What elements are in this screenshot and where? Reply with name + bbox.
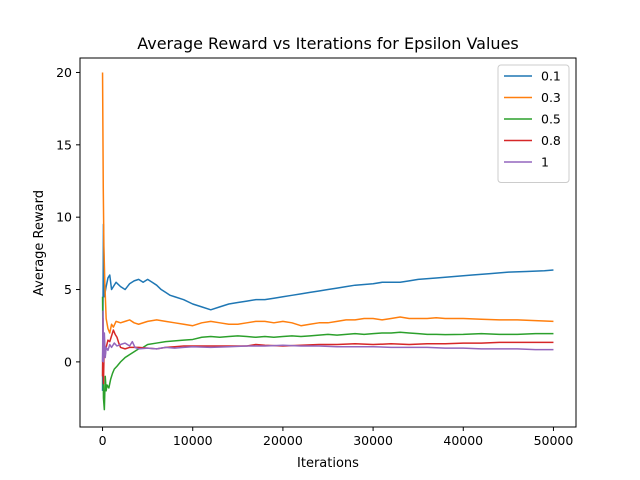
chart-title: Average Reward vs Iterations for Epsilon… (137, 34, 519, 53)
y-tick-label: 15 (56, 137, 72, 152)
legend-label-0.3: 0.3 (541, 90, 561, 105)
legend-box (497, 64, 570, 183)
legend: 0.1 0.3 0.5 0.8 1 (497, 64, 570, 183)
legend-label-1: 1 (541, 155, 549, 170)
x-tick-label: 0 (99, 433, 107, 448)
series-line-0.8 (101, 317, 554, 385)
x-tick-label: 50000 (534, 433, 574, 448)
x-axis: 0 10000 20000 30000 40000 50000 (99, 427, 574, 448)
x-tick-label: 20000 (263, 433, 303, 448)
legend-label-0.5: 0.5 (541, 112, 561, 127)
x-tick-label: 10000 (173, 433, 213, 448)
x-axis-title: Iterations (297, 456, 359, 471)
y-tick-label: 0 (64, 354, 72, 369)
y-tick-label: 20 (56, 65, 72, 80)
y-tick-label: 10 (56, 210, 72, 225)
plot-area (101, 72, 554, 411)
x-tick-label: 40000 (443, 433, 483, 448)
series-line-0.1 (101, 223, 554, 391)
legend-label-0.1: 0.1 (541, 69, 561, 84)
legend-label-0.8: 0.8 (541, 133, 561, 148)
x-tick-label: 30000 (353, 433, 393, 448)
series-line-0.3 (101, 72, 554, 334)
y-axis-title: Average Reward (32, 190, 47, 296)
series-line-1 (101, 310, 554, 363)
y-tick-label: 5 (64, 282, 72, 297)
y-axis: 0 5 10 15 20 (56, 65, 80, 369)
plot-frame (79, 57, 577, 428)
series-line-0.5 (101, 296, 554, 411)
